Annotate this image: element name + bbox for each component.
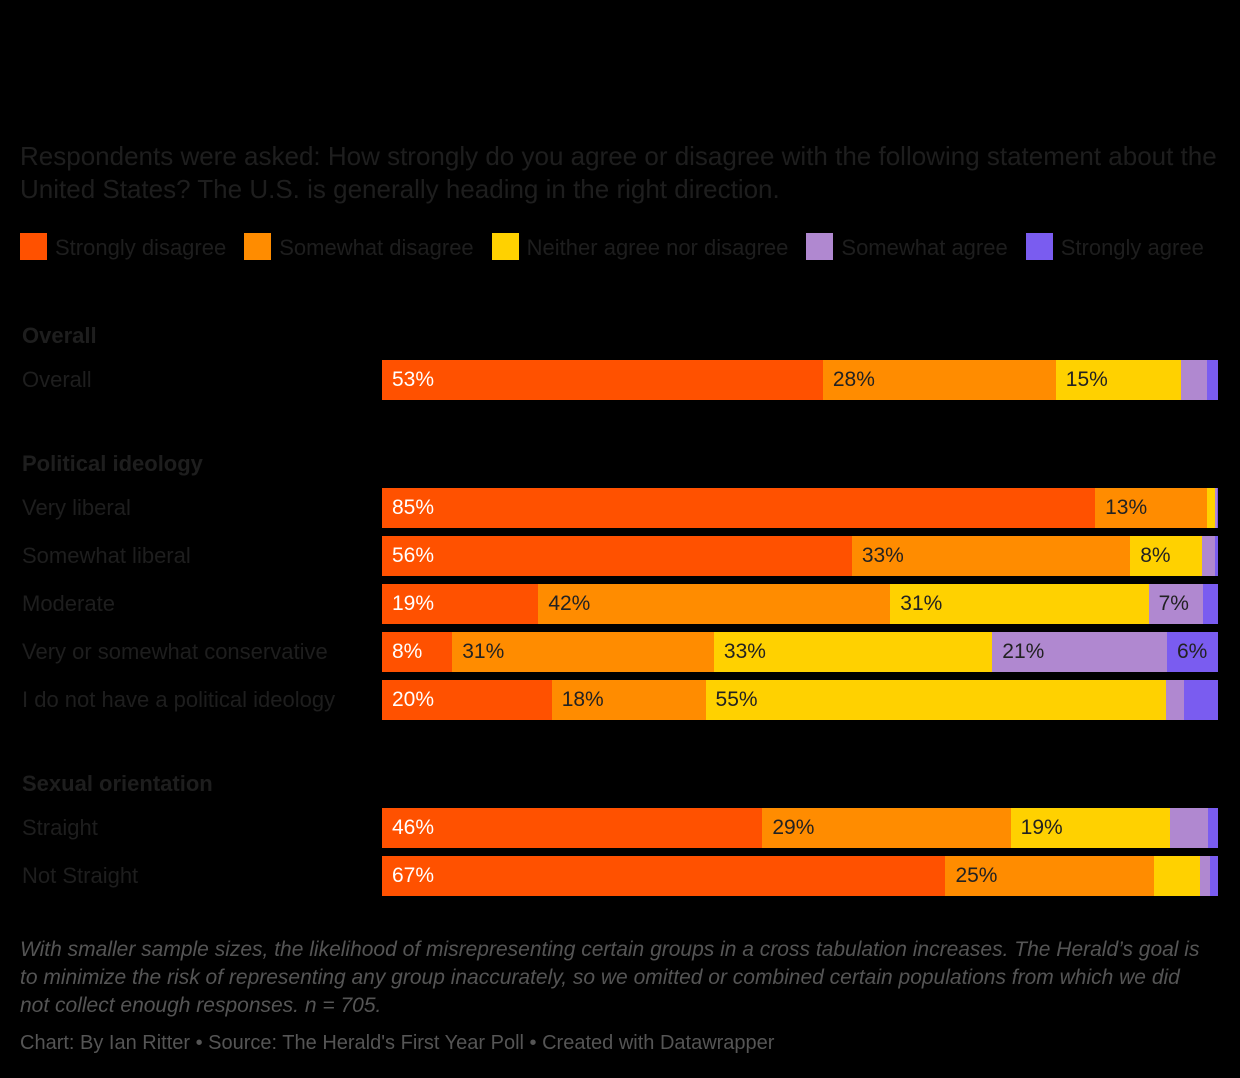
bar-segment [1209,856,1218,896]
legend-swatch [806,233,834,260]
data-label: 56% [392,544,435,567]
bar-segment [1207,488,1215,528]
legend-item: Strongly disagree [20,233,227,260]
bar-segment [1170,808,1208,848]
data-label: 18% [561,688,604,711]
bar-segment [1214,536,1218,576]
data-label: 42% [548,592,591,615]
bar-segment [1095,488,1208,528]
legend-label: Somewhat disagree [279,235,474,260]
bar-segment [762,808,1011,848]
bar-segment [1202,536,1215,576]
data-label: 28% [832,368,875,391]
data-label: 20% [392,688,435,711]
data-label: 53% [392,368,435,391]
data-label: 19% [392,592,435,615]
bar-segment [1055,360,1181,400]
data-label: 8% [392,640,423,663]
legend-label: Strongly disagree [55,235,227,260]
chart-notes: With smaller sample sizes, the likelihoo… [20,938,1200,1017]
bar-segment [1207,808,1218,848]
data-label: 15% [1065,368,1108,391]
bar-segment [1200,856,1210,896]
bar-segment [382,536,852,576]
bar-segment [1214,488,1218,528]
bar-segment [452,632,714,672]
data-label: 21% [1002,640,1045,663]
row-label: Very liberal [22,495,131,520]
bar-segment [382,856,946,896]
row-label: Very or somewhat conservative [22,639,328,664]
data-label: 85% [392,496,435,519]
row-label: Overall [22,367,92,392]
legend-item: Somewhat agree [806,233,1008,260]
bar-segment [822,360,1056,400]
bar-segment [538,584,891,624]
legend-swatch [491,233,519,260]
bar-segment [1130,536,1203,576]
row-label: Straight [22,815,98,840]
data-label: 19% [1020,816,1063,839]
data-label: 33% [861,544,904,567]
group-title: Political ideology [22,451,203,476]
legend-swatch [20,233,47,260]
group-title: Overall [22,323,97,348]
bar-segment [382,584,539,624]
data-label: 67% [392,864,435,887]
legend-item: Somewhat disagree [244,233,474,260]
bar-segment [945,856,1155,896]
row-label: Somewhat liberal [22,543,191,568]
data-label: 6% [1177,640,1208,663]
bar-segment [1010,808,1171,848]
data-label: 55% [715,688,758,711]
row-label: Moderate [22,591,115,616]
data-label: 13% [1105,496,1148,519]
chart-credit: Chart: By Ian Ritter • Source: The Heral… [20,1032,775,1054]
data-label: 31% [462,640,505,663]
chart-subtitle: Respondents were asked: How strongly do … [20,141,1217,204]
bar-segment [992,632,1167,672]
legend-label: Neither agree nor disagree [526,235,789,260]
bar-segment [382,808,763,848]
data-label: 8% [1140,544,1171,567]
bar-segment [713,632,993,672]
data-label: 7% [1158,592,1189,615]
data-label: 25% [955,864,998,887]
bar-segment [1166,680,1184,720]
bar-segment [705,680,1167,720]
data-label: 46% [392,816,435,839]
bar-segment [1167,632,1218,672]
bar-segment [851,536,1131,576]
data-label: 31% [900,592,943,615]
bar-segment [1202,584,1218,624]
bar-segment [890,584,1149,624]
bar-segment [1217,488,1218,528]
group-title: Sexual orientation [22,771,213,796]
legend-label: Somewhat agree [841,235,1008,260]
data-label: 33% [723,640,766,663]
bar-segment [1154,856,1201,896]
legend-swatch [244,233,272,260]
row-label: Not Straight [22,863,139,888]
data-label: 29% [772,816,815,839]
bar-segment [382,680,552,720]
bar-segment [382,360,823,400]
bar-segment [551,680,706,720]
bar-segment [382,632,453,672]
row-label: I do not have a political ideology [22,687,336,712]
legend-label: Strongly agree [1060,235,1204,260]
legend-item: Strongly agree [1025,233,1204,260]
bar-segment [1183,680,1218,720]
legend: Strongly disagree Somewhat disagree Neithe… [20,231,1225,265]
legend-swatch [1025,233,1053,260]
bar-segment [1148,584,1203,624]
bar-segment [1180,360,1208,400]
bar-segment [1207,360,1218,400]
bar-segment [382,488,1096,528]
legend-item: Neither agree nor disagree [491,233,789,260]
